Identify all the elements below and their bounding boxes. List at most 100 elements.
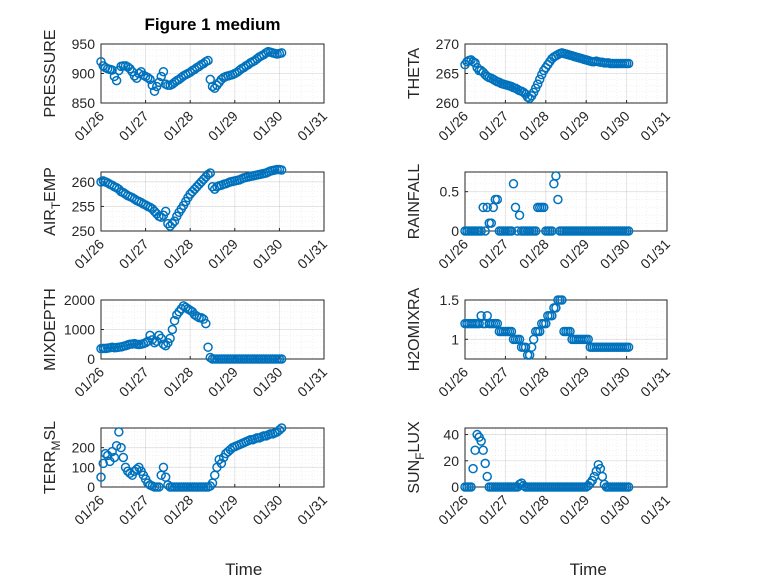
data-point	[276, 423, 287, 433]
y-tick-label: 1000	[64, 322, 95, 338]
data-point	[107, 65, 117, 75]
y-tick-label: 1.5	[440, 292, 460, 308]
x-tick-label: 01/26	[71, 492, 107, 528]
subplot-sun_flux: 01/26 01/27 01/28 01/29 01/30 01/31 0 20 40 SUNFL…	[406, 421, 673, 579]
subplot-terr_msl: 01/26 01/27 01/28 01/29 01/30 01/31 0 100 200 TER…	[42, 421, 330, 579]
data-point	[154, 77, 164, 88]
x-tick-label: 01/28	[160, 364, 196, 400]
y-axis-label-subscript: F	[413, 453, 427, 460]
y-tick-label: 0	[87, 479, 95, 495]
data-point	[165, 333, 175, 344]
x-tick-label: 01/30	[597, 492, 633, 528]
y-axis-label: AIRTEMP	[42, 167, 63, 236]
x-tick-label: 01/27	[475, 108, 511, 144]
y-axis-label-part: LUX	[406, 421, 423, 452]
data-point	[118, 452, 129, 463]
x-tick-label: 01/31	[637, 236, 673, 272]
x-tick-label: 01/28	[160, 236, 196, 272]
y-tick-label: 0.5	[440, 184, 460, 200]
data-point	[506, 226, 517, 236]
x-tick-label: 01/29	[556, 236, 592, 272]
y-axis-label: H2OMIXRA	[406, 287, 423, 371]
data-point	[198, 314, 209, 324]
data-point	[530, 226, 541, 236]
x-tick-label: 01/29	[205, 236, 241, 272]
y-axis-label: MIXDEPTH	[42, 288, 59, 371]
y-tick-label: 265	[436, 66, 460, 82]
x-tick-label: 01/29	[205, 364, 241, 400]
subplot-rainfall: 01/26 01/27 01/28 01/29 01/30 01/31 0 0.5 RAINFA…	[406, 164, 673, 272]
data-point	[156, 212, 166, 222]
data-point	[167, 218, 178, 229]
data-point	[482, 202, 492, 213]
x-tick-label: 01/27	[475, 492, 511, 528]
data-point	[203, 55, 213, 66]
x-tick-label: 01/30	[249, 236, 285, 272]
data-point	[158, 66, 169, 77]
x-tick-label: 01/27	[475, 364, 511, 400]
x-tick-label: 01/29	[556, 108, 592, 144]
data-point	[196, 312, 207, 323]
data-point	[158, 339, 169, 349]
x-tick-label: 01/26	[435, 236, 471, 272]
data-point	[158, 462, 169, 473]
data-point	[109, 452, 120, 463]
data-point	[216, 458, 227, 469]
x-tick-label: 01/30	[597, 364, 633, 400]
data-point	[111, 440, 122, 451]
data-point	[203, 342, 213, 352]
data-point	[623, 482, 634, 492]
data-point	[514, 210, 525, 221]
x-tick-label: 01/29	[205, 108, 241, 144]
data-point	[466, 482, 476, 492]
data-point	[169, 315, 180, 326]
x-tick-label: 01/29	[556, 364, 592, 400]
data-point	[129, 71, 140, 81]
y-axis-label: SUNFLUX	[406, 421, 427, 494]
y-axis-label: RAINFALL	[406, 164, 423, 240]
y-axis-label-part: SUN	[406, 460, 423, 494]
x-axis-label: Time	[225, 560, 262, 579]
data-point	[96, 472, 106, 482]
y-tick-label: 900	[72, 66, 96, 82]
x-tick-label: 01/31	[637, 364, 673, 400]
x-axis-label: Time	[570, 560, 607, 579]
data-point	[482, 471, 492, 482]
y-tick-label: 0	[451, 479, 459, 495]
data-point	[116, 442, 126, 453]
data-point	[508, 179, 519, 189]
data-point	[163, 338, 173, 348]
data-point	[156, 71, 166, 82]
data-point	[201, 318, 211, 329]
y-tick-label: 950	[72, 36, 96, 52]
y-axis-label-part: SL	[42, 421, 59, 441]
x-tick-label: 01/28	[516, 236, 552, 272]
data-point	[205, 352, 216, 363]
data-point	[169, 216, 180, 226]
data-point	[111, 75, 122, 86]
data-point	[156, 333, 166, 344]
x-tick-label: 01/26	[71, 364, 107, 400]
x-tick-label: 01/27	[116, 364, 152, 400]
data-point	[274, 425, 285, 435]
axes-box	[464, 427, 668, 488]
axes-border	[464, 43, 668, 104]
data-point	[492, 194, 503, 205]
y-axis-label: PRESSURE	[42, 29, 59, 117]
data-point	[514, 479, 525, 490]
data-point	[623, 342, 634, 352]
y-axis-label: THETA	[406, 48, 423, 100]
data-point	[480, 458, 490, 469]
data-point	[557, 295, 567, 305]
axes-border	[100, 171, 325, 232]
x-tick-label: 01/29	[556, 492, 592, 528]
data-point	[472, 429, 482, 440]
axes-box	[100, 427, 325, 488]
data-point	[207, 81, 218, 92]
x-tick-label: 01/27	[475, 236, 511, 272]
x-tick-label: 01/30	[249, 108, 285, 144]
data-point	[532, 79, 543, 89]
data-point	[205, 168, 216, 178]
x-tick-label: 01/31	[294, 492, 330, 528]
